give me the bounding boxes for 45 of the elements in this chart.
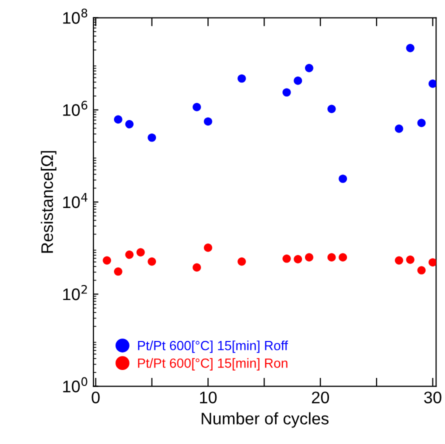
point — [338, 253, 348, 262]
point — [304, 64, 314, 72]
point — [125, 250, 134, 259]
point — [192, 263, 201, 272]
point — [238, 257, 246, 266]
point — [136, 248, 145, 256]
point — [327, 253, 336, 262]
point — [294, 254, 302, 264]
x-tick-label: 0 — [92, 392, 100, 404]
point — [282, 254, 291, 263]
x-tick-label: 20 — [312, 392, 330, 404]
point — [204, 117, 212, 126]
point — [428, 258, 436, 267]
x-tick-label: 10 — [200, 392, 217, 404]
point — [327, 104, 336, 114]
point — [125, 120, 134, 128]
point — [338, 174, 348, 183]
point — [406, 44, 414, 52]
point — [282, 88, 291, 97]
point — [417, 266, 426, 274]
point — [238, 74, 246, 83]
legend-label: Pt/Pt 600[°C] 15[min] Ron — [138, 358, 288, 370]
y-tick-label: 10$^{6}$ — [63, 100, 88, 116]
point — [114, 115, 122, 124]
point — [148, 133, 156, 142]
point — [102, 256, 112, 265]
y-tick-label: 10$^{0}$ — [63, 377, 88, 392]
y-axis-title: Resistance[Ω] — [40, 151, 56, 253]
point — [204, 244, 212, 252]
point — [192, 102, 201, 112]
point — [294, 76, 302, 85]
x-axis-title: Number of cycles — [202, 412, 329, 428]
x-tick-label: 30 — [424, 392, 442, 404]
y-tick-label: 10$^{8}$ — [63, 8, 88, 24]
point — [406, 256, 414, 264]
point — [394, 124, 404, 133]
y-tick-label: 10$^{2}$ — [63, 285, 87, 300]
point — [114, 267, 122, 276]
point — [417, 118, 426, 128]
legend-label: Pt/Pt 600[°C] 15[min] Roff — [138, 340, 288, 353]
point — [304, 253, 314, 262]
y-tick-label: 10$^{4}$ — [63, 193, 88, 208]
point — [148, 257, 156, 266]
point — [428, 80, 436, 88]
point — [394, 256, 404, 265]
